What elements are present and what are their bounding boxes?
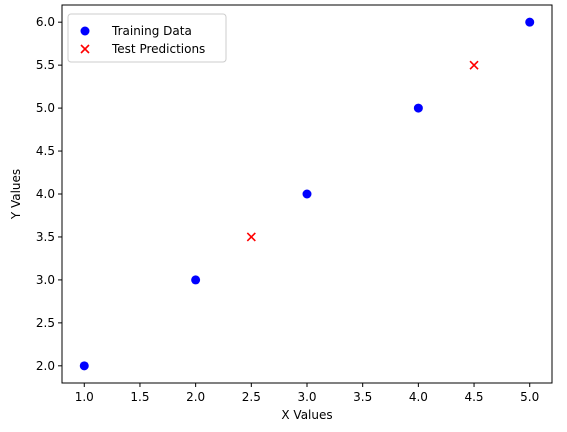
x-tick-label: 5.0 [520, 390, 539, 404]
y-tick-label: 5.0 [36, 101, 55, 115]
x-tick-label: 4.0 [409, 390, 428, 404]
y-tick-label: 5.5 [36, 58, 55, 72]
y-axis-ticks: 2.0 2.5 3.0 3.5 4.0 4.5 5.0 5.5 6.0 [36, 15, 62, 373]
legend-x-marker [80, 44, 90, 54]
legend-marker-test-predictions [80, 44, 90, 54]
training-data-point [413, 103, 423, 113]
x-axis-ticks: 1.0 1.5 2.0 2.5 3.0 3.5 4.0 4.5 5.0 [75, 383, 539, 404]
test-prediction-point [469, 60, 479, 70]
legend-box [67, 13, 227, 63]
y-axis-label: Y Values [9, 169, 23, 220]
x-tick-label: 3.5 [353, 390, 372, 404]
x-tick-label: 4.5 [464, 390, 483, 404]
y-tick-label: 4.0 [36, 187, 55, 201]
legend-marker-training-data [80, 26, 90, 36]
y-tick-label: 3.0 [36, 273, 55, 287]
y-tick-label: 2.0 [36, 359, 55, 373]
training-data-point [302, 189, 312, 199]
legend-circle-marker [80, 26, 90, 36]
x-tick-label: 1.5 [130, 390, 149, 404]
y-tick-label: 6.0 [36, 15, 55, 29]
training-data-point [525, 17, 535, 27]
x-tick-label: 3.0 [297, 390, 316, 404]
training-data-point [191, 275, 201, 285]
y-tick-label: 3.5 [36, 230, 55, 244]
x-axis-label: X Values [281, 408, 332, 422]
data-points [79, 17, 535, 371]
x-tick-label: 1.0 [75, 390, 94, 404]
legend-label-training-data: Training Data [111, 24, 192, 38]
legend-label-test-predictions: Test Predictions [111, 42, 205, 56]
x-tick-label: 2.0 [186, 390, 205, 404]
training-data-point [79, 361, 89, 371]
legend: Training Data Test Predictions [67, 13, 227, 63]
test-prediction-point [246, 232, 256, 242]
y-tick-label: 2.5 [36, 316, 55, 330]
x-tick-label: 2.5 [242, 390, 261, 404]
y-tick-label: 4.5 [36, 144, 55, 158]
